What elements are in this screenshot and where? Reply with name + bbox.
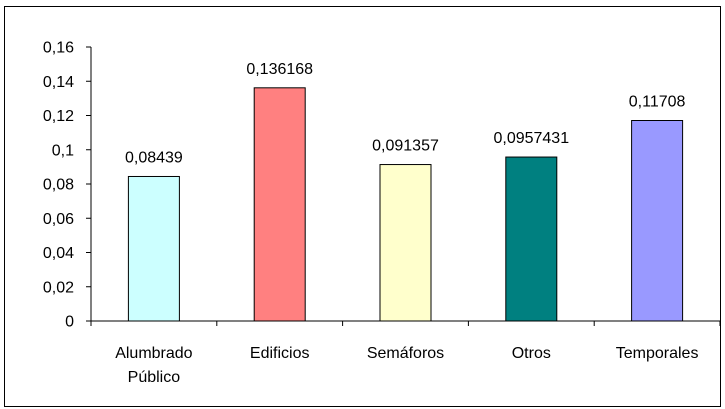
data-label: 0,0957431 [493,130,569,147]
y-tick-label: 0 [65,314,74,331]
y-tick-label: 0,12 [43,108,74,125]
y-tick-label: 0,02 [43,279,74,296]
category-label: Temporales [616,345,699,362]
y-tick-label: 0,04 [43,245,74,262]
bar [379,164,432,322]
bar [127,175,180,322]
category-label: Alumbrado [115,345,192,362]
category-label: Público [128,369,181,386]
data-label: 0,08439 [125,149,183,166]
bar [505,156,558,322]
data-label: 0,136168 [246,61,313,78]
data-label: 0,091357 [372,138,439,155]
category-label: Otros [512,345,551,362]
bar [631,120,684,322]
y-tick-label: 0,06 [43,211,74,228]
category-label: Semáforos [367,345,444,362]
chart-border [4,6,721,407]
y-tick-label: 0,1 [52,142,74,159]
data-label: 0,11708 [629,94,686,111]
y-tick-label: 0,16 [43,40,74,57]
bar [253,87,306,322]
y-tick-label: 0,14 [43,74,74,91]
category-label: Edificios [250,345,310,362]
y-tick-label: 0,08 [43,177,74,194]
